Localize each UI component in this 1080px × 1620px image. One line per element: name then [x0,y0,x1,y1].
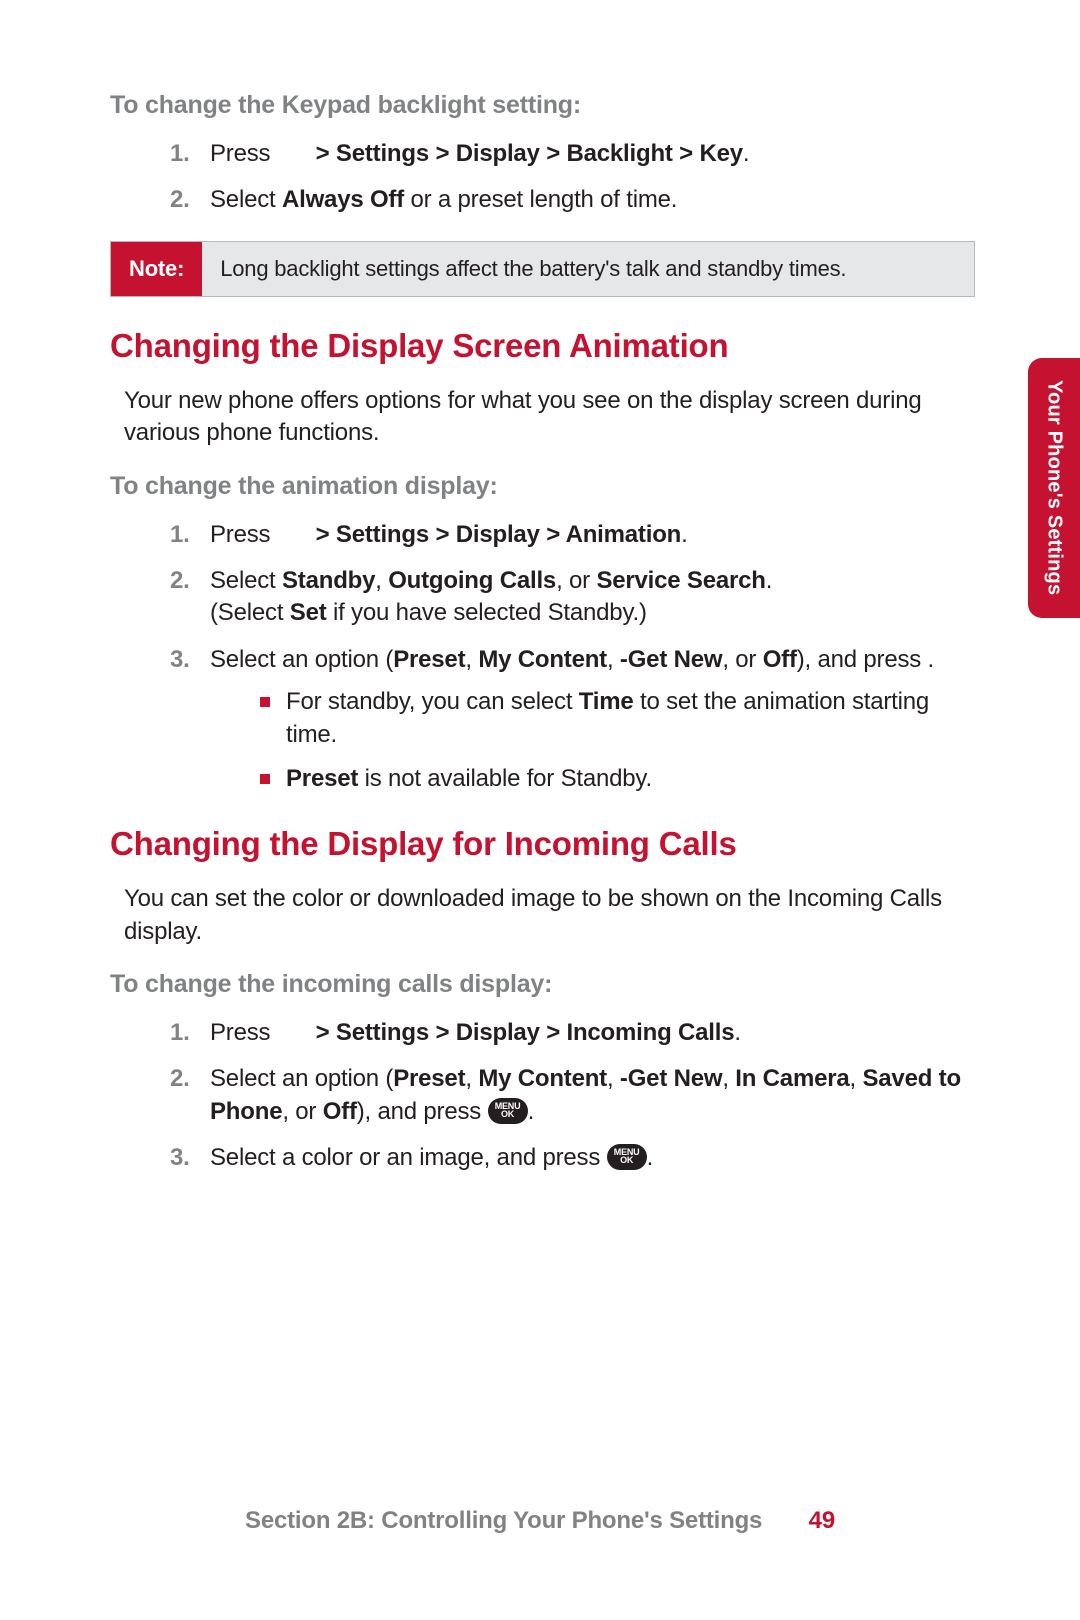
keypad-steps: 1. Press > Settings > Display > Backligh… [110,138,980,217]
note-body: Long backlight settings affect the batte… [202,242,974,296]
step-number: 3. [170,644,190,676]
manual-page: To change the Keypad backlight setting: … [0,0,1080,1620]
page-footer: Section 2B: Controlling Your Phone's Set… [0,1507,1080,1535]
step-number: 1. [170,519,190,551]
animation-sub-1: For standby, you can select Time to set … [260,686,980,751]
step-number: 1. [170,138,190,170]
footer-section: Section 2B: Controlling Your Phone's Set… [245,1507,762,1534]
animation-sublist: For standby, you can select Time to set … [210,686,980,795]
keypad-step-2: 2. Select Always Off or a preset length … [170,184,980,216]
step-number: 3. [170,1142,190,1174]
step-text: . [743,140,749,167]
animation-steps: 1. Press > Settings > Display > Animatio… [110,519,980,796]
keypad-step-1: 1. Press > Settings > Display > Backligh… [170,138,980,170]
step-text: Select [210,186,282,213]
step-text: Press [210,521,270,548]
side-tab: Your Phone's Settings [1028,358,1080,618]
step-number: 2. [170,1063,190,1095]
incoming-heading: Changing the Display for Incoming Calls [110,825,980,863]
animation-heading: Changing the Display Screen Animation [110,327,980,365]
page-number: 49 [809,1507,835,1535]
animation-intro: Your new phone offers options for what y… [124,385,980,450]
incoming-intro: You can set the color or downloaded imag… [124,883,980,948]
keypad-subhead: To change the Keypad backlight setting: [110,91,980,120]
incoming-subhead: To change the incoming calls display: [110,970,980,999]
step-number: 2. [170,184,190,216]
step-bold: Always Off [282,186,404,213]
step-number: 2. [170,565,190,597]
step-number: 1. [170,1017,190,1049]
incoming-step-1: 1. Press > Settings > Display > Incoming… [170,1017,980,1049]
animation-subhead: To change the animation display: [110,472,980,501]
step-text: Select [210,567,282,594]
animation-step-1: 1. Press > Settings > Display > Animatio… [170,519,980,551]
side-tab-label: Your Phone's Settings [1043,380,1066,595]
note-box: Note: Long backlight settings affect the… [110,241,975,297]
animation-sub-2: Preset is not available for Standby. [260,763,980,795]
incoming-steps: 1. Press > Settings > Display > Incoming… [110,1017,980,1175]
animation-step-2: 2. Select Standby, Outgoing Calls, or Se… [170,565,980,630]
step-bold: > Settings > Display > Animation [316,521,681,548]
step-text: Press [210,140,270,167]
menu-ok-icon: MENUOK [607,1144,647,1170]
step-bold: > Settings > Display > Backlight > Key [316,140,743,167]
step-text: . [681,521,687,548]
incoming-step-3: 3. Select a color or an image, and press… [170,1142,980,1174]
step-text: or a preset length of time. [404,186,677,213]
animation-step-3: 3. Select an option (Preset, My Content,… [170,644,980,796]
menu-ok-icon: MENUOK [488,1098,528,1124]
incoming-step-2: 2. Select an option (Preset, My Content,… [170,1063,980,1128]
note-label: Note: [111,242,202,296]
